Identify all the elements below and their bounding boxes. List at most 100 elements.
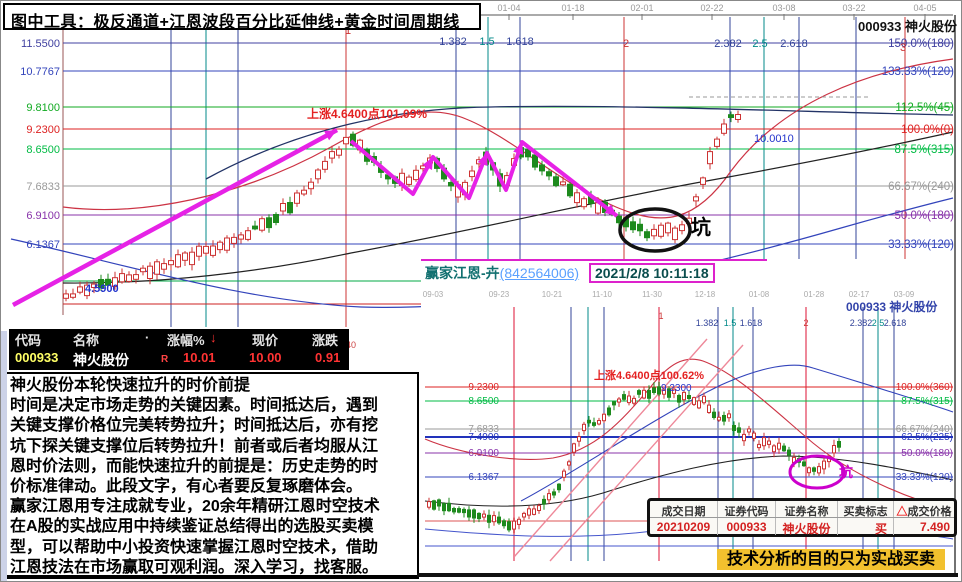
col-changepct-header[interactable]: 涨幅% <box>167 333 205 348</box>
gann-pct-label: 66.67%(240) <box>888 181 954 193</box>
price-label: 10.7767 <box>20 66 60 78</box>
inset-date-label: 01-28 <box>804 290 825 299</box>
quote-header-row: 代码 名称 · 涨幅% ↓ 现价 涨跌 <box>9 330 349 350</box>
candlestick <box>687 395 691 399</box>
candlestick <box>447 502 451 512</box>
inset-gann-pct-label: 50.0%(180) <box>901 448 953 459</box>
fib-time-label: 2.382 <box>714 38 742 50</box>
inset-date-label: 01-08 <box>749 290 770 299</box>
candlestick <box>507 521 511 531</box>
candlestick <box>224 237 230 251</box>
fib-time-label: 2 <box>623 38 629 50</box>
commentary-line: 恩时价法则，而能快速拉升的前提是：历史走势的时 <box>10 457 379 475</box>
candlestick <box>807 467 811 474</box>
col-price-header[interactable]: 现价 <box>252 333 279 348</box>
candlestick <box>812 467 816 472</box>
trade-side: 买 <box>837 518 893 535</box>
candlestick <box>767 440 771 445</box>
candlestick <box>752 432 756 439</box>
date-label: 02-01 <box>630 3 653 13</box>
commentary-line: 江恩技法在市场赢取可观利润。深入学习，找客服。 <box>10 558 379 576</box>
candlestick <box>467 509 471 518</box>
fib-time-label: 3 <box>900 42 906 54</box>
candlestick <box>182 252 188 261</box>
candlestick <box>714 138 720 147</box>
candlestick <box>301 189 307 195</box>
inset-pit-annotation: 坑 <box>839 464 853 480</box>
margin-flag: R <box>161 354 169 365</box>
candlestick <box>189 251 195 266</box>
col-change-header[interactable]: 涨跌 <box>312 333 339 348</box>
trade-price: 7.490 <box>893 518 954 535</box>
inset-fib-time-label: 1.618 <box>740 318 763 328</box>
candlestick <box>567 183 573 197</box>
inset-fib-time-label: 1 <box>658 311 663 321</box>
candlestick <box>728 114 734 118</box>
candlestick <box>616 215 622 224</box>
candlestick <box>622 394 626 400</box>
inset-fib-time-label: 2.618 <box>884 318 907 328</box>
trade-code: 000933 <box>717 518 775 535</box>
commentary-line: 关键支撑价格位完美转势拉升；时间抵达后，亦有挖 <box>10 417 379 435</box>
candlestick <box>406 176 412 185</box>
candlestick <box>154 261 160 275</box>
fib-time-label: 2.5 <box>752 38 767 50</box>
candlestick <box>196 245 202 257</box>
candlestick <box>427 501 431 508</box>
candlestick <box>252 225 258 230</box>
fib-time-label: 1.5 <box>479 36 494 48</box>
inset-gann-pct-label: 66.67%(240) <box>896 424 953 435</box>
candlestick <box>133 274 139 280</box>
inset-ma-curve <box>520 364 954 502</box>
candlestick <box>343 136 349 145</box>
price-label: 8.6500 <box>26 144 60 156</box>
candlestick <box>532 508 536 515</box>
candlestick <box>630 221 636 231</box>
candlestick <box>562 470 566 478</box>
qq-number-link[interactable]: (842564006) <box>499 265 580 281</box>
inset-stock-label: 000933 神火股份 <box>846 300 938 314</box>
inset-level-label: 9.2300 <box>661 383 692 394</box>
candlestick <box>469 170 475 178</box>
inset-price-label: 8.6500 <box>468 396 499 407</box>
candlestick <box>527 508 531 516</box>
candlestick <box>437 499 441 507</box>
candlestick <box>617 398 621 403</box>
candlestick <box>592 422 596 426</box>
candlestick <box>537 505 541 512</box>
candlestick <box>502 520 506 527</box>
pit-ellipse <box>618 207 692 253</box>
candlestick <box>667 388 671 398</box>
candlestick <box>637 223 643 232</box>
quote-table[interactable]: 代码 名称 · 涨幅% ↓ 现价 涨跌 000933 神火股份 R 10.01 … <box>9 329 349 370</box>
candlestick <box>693 196 699 202</box>
candlestick <box>497 516 501 524</box>
candlestick <box>553 176 559 187</box>
commentary-line: 价标准律动。此段文字，有心者要反复琢磨体会。 <box>10 478 363 496</box>
candlestick <box>105 278 111 286</box>
col-code-header[interactable]: 代码 <box>15 333 42 348</box>
sort-desc-icon[interactable]: ↓ <box>210 330 217 345</box>
candlestick <box>567 461 571 466</box>
candlestick <box>547 493 551 501</box>
gann-pct-label: 133.33%(120) <box>882 66 954 78</box>
candlestick <box>442 503 446 512</box>
fib-time-label: 2.618 <box>780 38 808 50</box>
candlestick <box>413 169 419 181</box>
quote-row[interactable]: 000933 神火股份 R 10.01 10.00 0.91 <box>9 350 349 370</box>
last-price: 10.00 <box>249 350 282 365</box>
trade-row[interactable]: 20210209 000933 神火股份 买 7.490 <box>650 518 954 535</box>
trade-record-table[interactable]: 成交日期 证券代码 证券名称 买卖标志 △成交价格 20210209 00093… <box>647 498 957 537</box>
inset-price-label: 7.4900 <box>468 432 499 443</box>
candlestick <box>782 445 786 452</box>
slogan-banner: 技术分析的目的只为实战买卖 <box>717 549 945 570</box>
candlestick <box>658 224 664 237</box>
candlestick <box>647 390 651 399</box>
inset-header: 赢家江恩-卉(842564006) 2021/2/8 10:11:18 <box>425 263 715 283</box>
username-label: 赢家江恩-卉 <box>425 265 500 281</box>
candlestick <box>91 283 97 289</box>
fib-time-label: 1.382 <box>439 36 467 48</box>
candlestick <box>532 154 538 168</box>
col-name-header[interactable]: 名称 <box>73 333 100 348</box>
